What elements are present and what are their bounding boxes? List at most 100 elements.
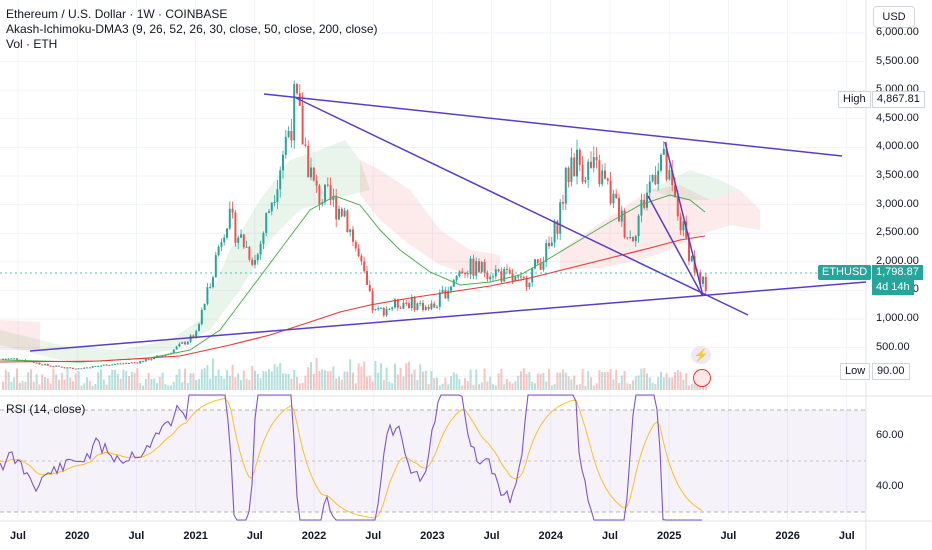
volume-bar <box>548 368 550 390</box>
lightning-event-icon[interactable]: ⚡ <box>691 346 711 364</box>
volume-bar <box>357 363 360 390</box>
candle-body <box>514 276 517 282</box>
candle-body <box>290 130 293 141</box>
volume-bar <box>4 370 7 390</box>
volume-bar <box>430 371 433 390</box>
high-label: High <box>838 91 871 108</box>
volume-bar <box>559 372 562 390</box>
candle-body <box>242 234 245 248</box>
candle-body <box>430 303 433 310</box>
volume-bar <box>576 384 578 390</box>
candle-body <box>545 242 548 263</box>
volume-bar <box>674 372 676 390</box>
volume-bar <box>55 374 58 390</box>
time-tick: 2021 <box>183 530 208 542</box>
candle-body <box>576 149 578 177</box>
candle-body <box>175 346 178 350</box>
volume-bar <box>360 366 363 390</box>
candle-body <box>46 363 49 366</box>
volume-bar <box>567 376 570 390</box>
candle-body <box>382 307 385 316</box>
candle-body <box>332 195 335 201</box>
candle-body <box>49 365 52 367</box>
candle-body <box>86 367 88 369</box>
candle-body <box>609 180 612 204</box>
volume-bar <box>88 380 91 390</box>
volume-bar <box>18 382 21 390</box>
volume-bar <box>508 381 511 390</box>
indicator-legend[interactable]: Akash-Ichimoku-DMA3 (9, 26, 52, 26, 30, … <box>6 22 378 36</box>
volume-bar <box>592 385 595 390</box>
candle-body <box>483 262 486 273</box>
volume-bar <box>632 380 634 390</box>
volume-bar <box>46 378 49 390</box>
candle-body <box>276 189 279 202</box>
candle-body <box>458 271 461 277</box>
candle-body <box>97 365 100 367</box>
candle-body <box>525 277 528 288</box>
volume-bar <box>276 366 279 390</box>
volume-bar <box>125 371 128 390</box>
volume-bar <box>150 378 153 390</box>
candle-body <box>55 365 58 367</box>
candle-body <box>615 193 618 198</box>
candle-body <box>326 184 329 186</box>
volume-bar <box>601 372 604 390</box>
volume-bar <box>116 373 119 390</box>
rsi-legend[interactable]: RSI (14, close) <box>6 402 86 416</box>
candle-body <box>422 303 424 311</box>
us-flag-event-icon[interactable] <box>693 369 711 387</box>
candle-body <box>503 269 506 282</box>
volume-bar <box>240 380 242 390</box>
volume-bar <box>315 357 318 390</box>
volume-bar <box>405 363 408 390</box>
candle-body <box>293 84 296 141</box>
candle-body <box>315 180 318 186</box>
candle-body <box>637 215 640 237</box>
time-tick: Jul <box>128 530 145 542</box>
volume-bar <box>111 369 114 390</box>
time-tick: 2026 <box>775 530 800 542</box>
candle-body <box>416 303 419 310</box>
volume-bar <box>363 361 366 390</box>
volume-bar <box>385 367 388 390</box>
candle-body <box>587 161 590 180</box>
volume-bar <box>410 373 413 390</box>
volume-bar <box>525 374 528 390</box>
candle-body <box>214 255 217 278</box>
volume-bar <box>433 377 436 390</box>
candle-body <box>542 262 545 270</box>
volume-bar <box>223 378 226 390</box>
volume-bar <box>646 373 648 390</box>
currency-button[interactable]: USD <box>873 6 915 28</box>
candle-body <box>116 363 119 365</box>
candle-body <box>394 299 396 308</box>
candle-body <box>122 363 125 365</box>
time-tick: 2023 <box>420 530 445 542</box>
volume-bar <box>290 378 293 390</box>
candle-body <box>405 302 408 304</box>
candle-body <box>287 130 290 137</box>
rsi-tick: 40.00 <box>876 480 904 492</box>
volume-bar <box>452 372 455 390</box>
candle-body <box>142 361 144 363</box>
volume-legend[interactable]: Vol · ETH <box>6 37 58 51</box>
volume-bar <box>133 373 136 390</box>
volume-bar <box>198 378 200 390</box>
volume-bar <box>74 373 77 390</box>
volume-bar <box>66 368 69 390</box>
candle-body <box>679 216 682 231</box>
candle-body <box>318 185 321 205</box>
volume-bar <box>153 378 156 390</box>
candle-body <box>671 169 674 186</box>
volume-bar <box>234 377 237 390</box>
candle-body <box>682 221 685 231</box>
candle-body <box>413 297 416 310</box>
volume-bar <box>296 376 298 390</box>
volume-bar <box>377 372 380 390</box>
volume-bar <box>620 375 623 390</box>
candle-body <box>433 303 436 308</box>
candle-body <box>184 342 186 345</box>
volume-bar <box>626 383 629 390</box>
candle-body <box>570 157 573 182</box>
